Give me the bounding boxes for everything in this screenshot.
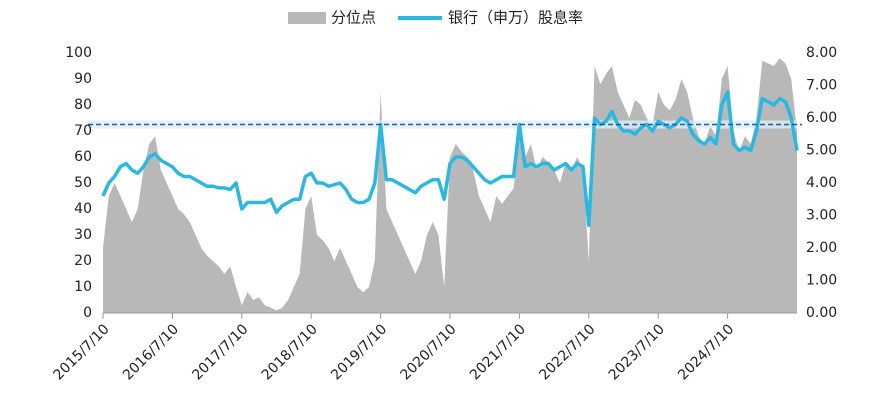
- y-tick-label: 80: [74, 97, 92, 113]
- x-tick-label: 2019/7/10: [328, 321, 390, 383]
- y2-tick-label: 7.00: [806, 78, 837, 94]
- legend-swatch: [288, 12, 326, 24]
- x-tick-label: 2016/7/10: [120, 321, 182, 383]
- y2-tick-label: 3.00: [806, 208, 837, 224]
- y-tick-label: 30: [74, 227, 92, 243]
- x-tick-label: 2020/7/10: [398, 321, 460, 383]
- legend-label: 分位点: [331, 9, 376, 27]
- y-tick-label: 100: [65, 45, 92, 61]
- x-tick-label: 2018/7/10: [259, 321, 321, 383]
- y-tick-label: 0: [83, 305, 92, 321]
- y-tick-label: 60: [74, 149, 92, 165]
- x-tick-label: 2023/7/10: [606, 321, 668, 383]
- y2-tick-label: 2.00: [806, 240, 837, 256]
- x-tick-label: 2017/7/10: [189, 321, 251, 383]
- x-tick-label: 2024/7/10: [675, 321, 737, 383]
- y2-tick-label: 5.00: [806, 143, 837, 159]
- y-tick-label: 50: [74, 175, 92, 191]
- y-tick-label: 40: [74, 201, 92, 217]
- x-tick-label: 2022/7/10: [536, 321, 598, 383]
- y-tick-label: 70: [74, 123, 92, 139]
- y-tick-label: 20: [74, 253, 92, 269]
- y-tick-label: 90: [74, 71, 92, 87]
- y2-tick-label: 6.00: [806, 110, 837, 126]
- y2-tick-label: 8.00: [806, 45, 837, 61]
- x-tick-label: 2021/7/10: [467, 321, 529, 383]
- y2-tick-label: 0.00: [806, 305, 837, 321]
- y-tick-label: 10: [74, 279, 92, 295]
- y2-tick-label: 4.00: [806, 175, 837, 191]
- line: [101, 90, 799, 227]
- x-tick-label: 2015/7/10: [51, 321, 113, 383]
- y2-tick-label: 1.00: [806, 273, 837, 289]
- legend-label: 银行（申万）股息率: [448, 9, 583, 27]
